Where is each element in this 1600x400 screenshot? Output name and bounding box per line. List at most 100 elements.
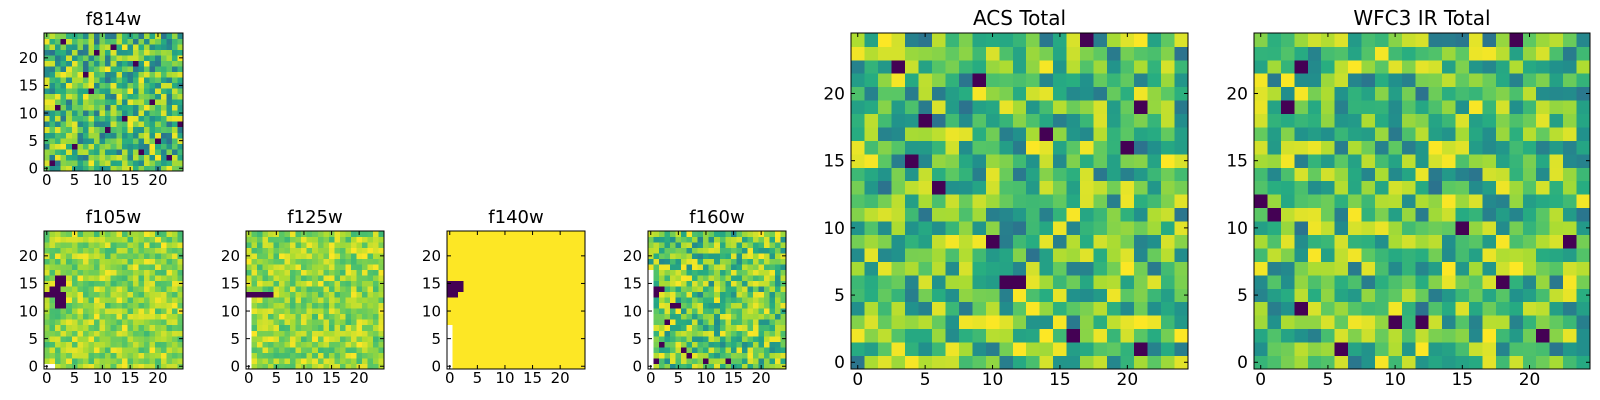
heatmap-cell (82, 154, 89, 161)
heatmap-cell (166, 236, 173, 243)
heatmap-cell (88, 77, 95, 84)
heatmap-cell (71, 258, 78, 265)
heatmap-cell (1093, 315, 1108, 330)
heatmap-cell (132, 275, 139, 282)
heatmap-cell (1280, 167, 1295, 182)
heatmap-cell (82, 236, 89, 243)
heatmap-cell (659, 269, 665, 276)
heatmap-cell (1066, 248, 1081, 262)
x-tick-label: 5 (272, 369, 282, 387)
heatmap-cell (144, 242, 151, 248)
heatmap-cell (251, 236, 258, 243)
heatmap-cell (49, 363, 56, 370)
heatmap-cell (1147, 140, 1162, 155)
heatmap-cell (334, 264, 341, 271)
heatmap-cell (769, 253, 776, 259)
heatmap-cell (681, 236, 688, 243)
heatmap-cell (66, 110, 73, 117)
heatmap-cell (714, 313, 721, 320)
heatmap-cell (769, 269, 776, 276)
heatmap-cell (1361, 113, 1376, 128)
heatmap-cell (480, 341, 487, 348)
heatmap-cell (334, 313, 341, 320)
heatmap-cell (66, 269, 73, 276)
heatmap-cell (295, 247, 302, 254)
heatmap-cell (747, 363, 754, 370)
heatmap-cell (551, 264, 558, 271)
heatmap-cell (675, 297, 682, 304)
heatmap-cell (1509, 33, 1524, 47)
heatmap-cell (121, 313, 128, 320)
heatmap-cell (664, 258, 671, 265)
heatmap-cell (1388, 167, 1403, 182)
heatmap-cell (116, 88, 123, 95)
heatmap-cell (518, 242, 525, 248)
heatmap-cell (1134, 221, 1148, 235)
heatmap-cell (138, 275, 145, 282)
heatmap-cell (714, 324, 721, 331)
heatmap-cell (557, 357, 564, 364)
heatmap-cell (94, 93, 100, 100)
heatmap-cell (703, 264, 710, 271)
heatmap-cell (1415, 127, 1430, 141)
heatmap-cell (88, 346, 95, 353)
heatmap-cell (463, 275, 470, 282)
heatmap-cell (769, 330, 776, 337)
heatmap-cell (562, 302, 569, 309)
heatmap-cell (535, 335, 542, 342)
heatmap-cell (1039, 274, 1054, 289)
heatmap-cell (769, 236, 776, 243)
heatmap-cell (66, 60, 73, 67)
heatmap-cell (1549, 100, 1564, 115)
heatmap-cell (356, 253, 363, 259)
heatmap-cell (1294, 315, 1309, 330)
x-tick-label: 5 (1323, 370, 1334, 390)
heatmap-cell (659, 341, 665, 348)
heatmap-cell (535, 242, 542, 248)
heatmap-cell (573, 253, 580, 259)
heatmap-cell (648, 269, 654, 276)
heatmap-cell (94, 126, 100, 133)
heatmap-cell (177, 231, 184, 237)
heatmap-cell (507, 302, 514, 309)
heatmap-cell (1374, 301, 1389, 316)
heatmap-cell (121, 44, 128, 50)
heatmap-cell (730, 313, 737, 320)
heatmap-cell (1053, 301, 1068, 316)
heatmap-cell (82, 286, 89, 293)
heatmap-cell (149, 165, 156, 172)
heatmap-cell (361, 291, 368, 298)
heatmap-cell (82, 137, 89, 144)
heatmap-cell (562, 275, 569, 282)
heatmap-cell (55, 165, 62, 172)
heatmap-cell (155, 88, 162, 95)
heatmap-cell (138, 280, 145, 287)
heatmap-cell (1401, 59, 1416, 74)
heatmap-cell (1576, 73, 1591, 88)
heatmap-cell (958, 288, 973, 303)
heatmap-cell (116, 330, 123, 337)
heatmap-cell (334, 231, 341, 237)
heatmap-cell (339, 242, 346, 248)
heatmap-cell (44, 126, 50, 133)
heatmap-cell (1428, 288, 1443, 303)
heatmap-cell (177, 143, 184, 150)
heatmap-cell (518, 280, 525, 287)
heatmap-cell (301, 330, 308, 337)
heatmap-cell (931, 46, 946, 61)
heatmap-cell (339, 236, 346, 243)
heatmap-cell (1495, 59, 1510, 74)
heatmap-cell (279, 275, 286, 282)
heatmap-cell (49, 291, 56, 298)
heatmap-cell (1428, 180, 1443, 195)
heatmap-cell (1093, 342, 1108, 356)
heatmap-cell (703, 286, 710, 293)
heatmap-cell (372, 352, 379, 359)
heatmap-cell (1053, 355, 1068, 370)
heatmap-cell (105, 33, 112, 39)
x-tick-label: 5 (473, 369, 483, 387)
heatmap-cell (94, 330, 100, 337)
heatmap-cell (686, 302, 693, 309)
heatmap-cell (769, 275, 776, 282)
heatmap-cell (1428, 261, 1443, 276)
